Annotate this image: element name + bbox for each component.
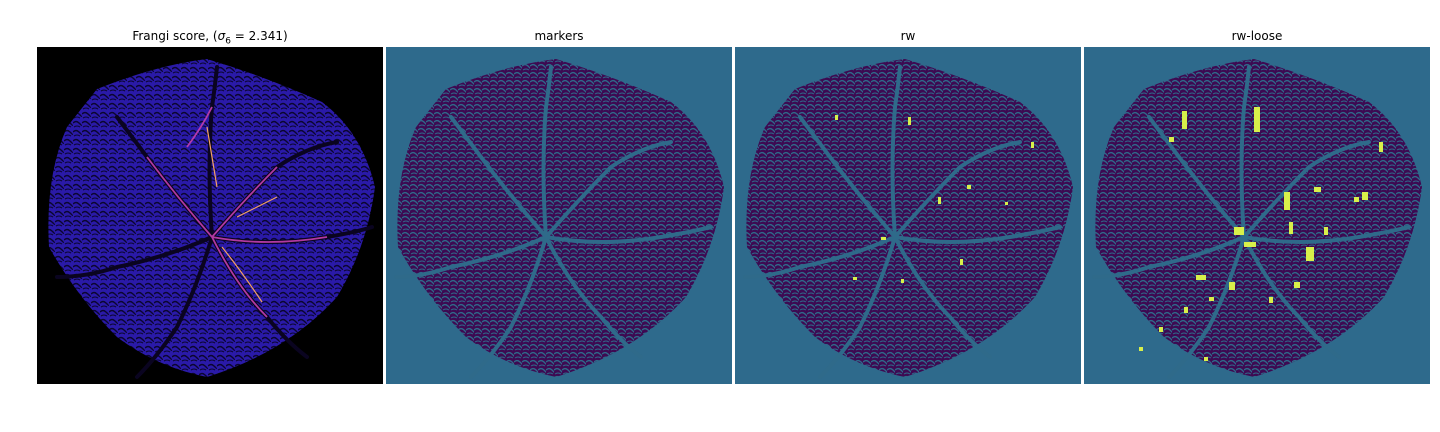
markers-canvas	[386, 47, 732, 384]
rw-image	[735, 47, 1081, 384]
panel-title-rw: rw	[900, 29, 916, 43]
markers-image	[386, 47, 732, 384]
rw-loose-image	[1084, 47, 1430, 384]
rw-loose-canvas	[1084, 47, 1430, 384]
rw-canvas	[735, 47, 1081, 384]
frangi-score-canvas	[37, 47, 383, 384]
panel-title-frangi: Frangi score, (σ6 = 2.341)	[132, 29, 288, 47]
panel-title-rw-loose: rw-loose	[1231, 29, 1283, 43]
panel-title-markers: markers	[534, 29, 584, 43]
frangi-score-image	[37, 47, 383, 384]
